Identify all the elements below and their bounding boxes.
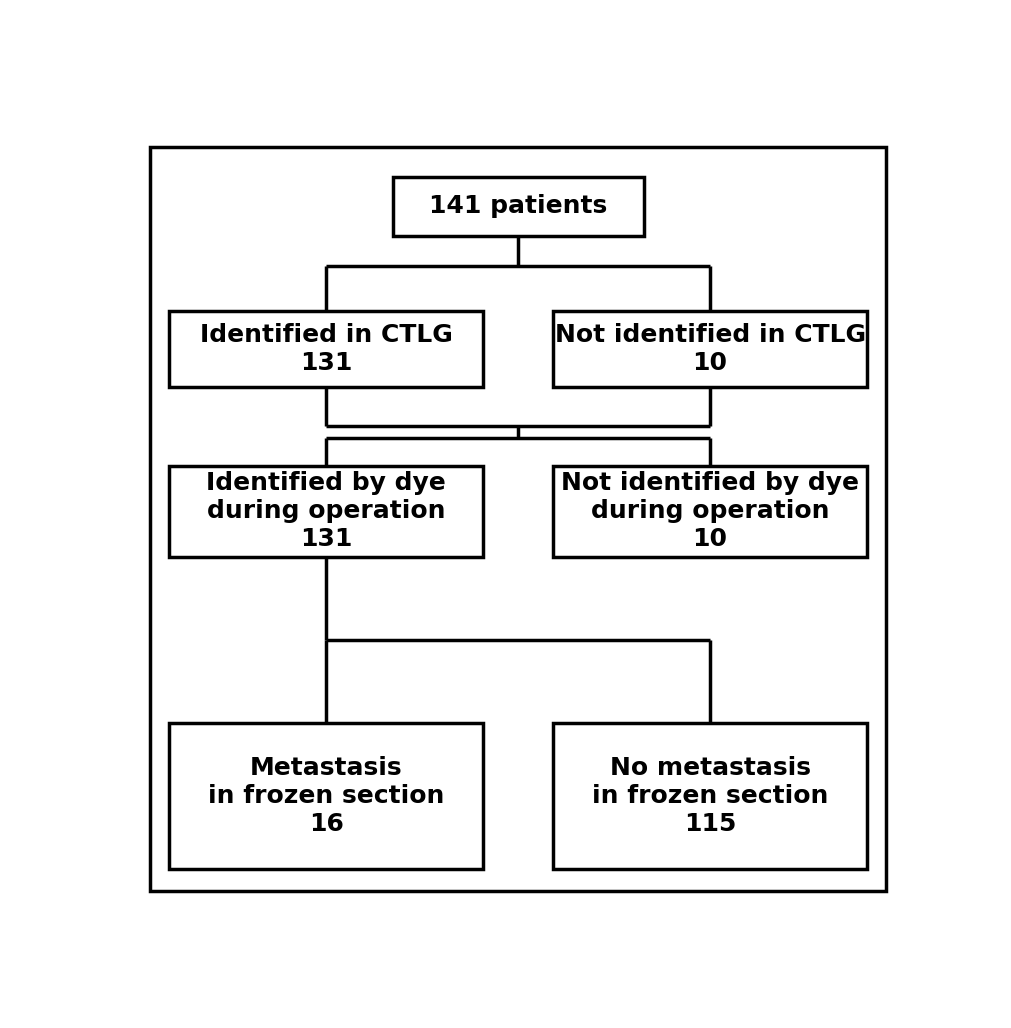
Bar [170, 466, 483, 557]
Bar [553, 311, 866, 387]
Text: Identified by dye
during operation
131: Identified by dye during operation 131 [206, 472, 446, 551]
Text: Not identified by dye
during operation
10: Not identified by dye during operation 1… [561, 472, 859, 551]
Bar [553, 466, 866, 557]
Text: 141 patients: 141 patients [429, 194, 608, 219]
Text: No metastasis
in frozen section
115: No metastasis in frozen section 115 [591, 757, 828, 836]
Bar [170, 723, 483, 870]
Text: Metastasis
in frozen section
16: Metastasis in frozen section 16 [208, 757, 445, 836]
Text: Not identified in CTLG
10: Not identified in CTLG 10 [555, 323, 865, 375]
Bar [170, 311, 483, 387]
Text: Identified in CTLG
131: Identified in CTLG 131 [200, 323, 453, 375]
Bar [392, 177, 643, 236]
Bar [553, 723, 866, 870]
